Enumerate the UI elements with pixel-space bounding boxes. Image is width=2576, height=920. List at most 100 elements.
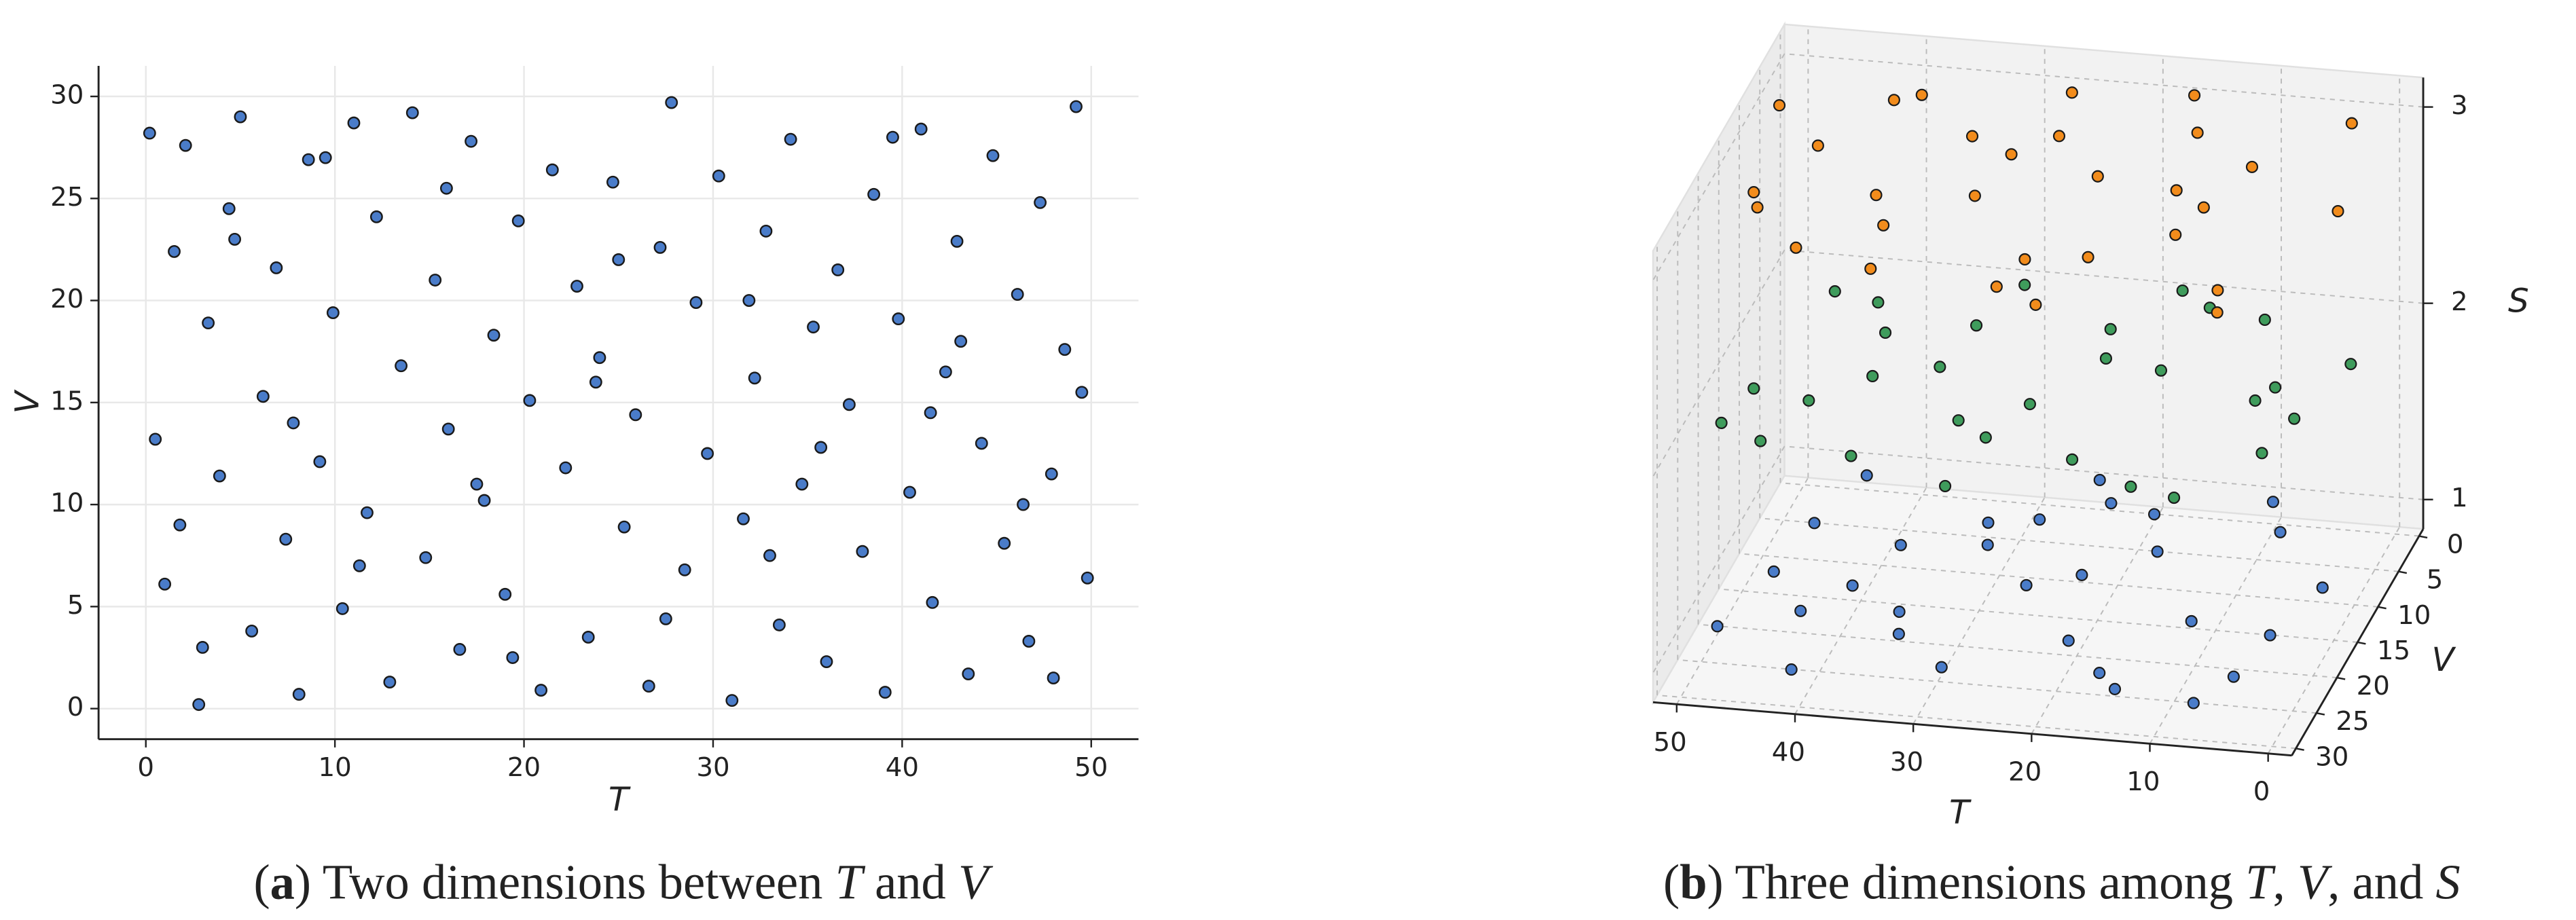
y-tick-label: 10 xyxy=(50,488,84,519)
point xyxy=(1011,288,1024,301)
point xyxy=(2245,160,2259,173)
point xyxy=(419,551,433,564)
point xyxy=(2274,526,2287,538)
point xyxy=(2185,614,2198,628)
point xyxy=(2187,697,2200,710)
point xyxy=(1711,620,1724,633)
caption-part: ( xyxy=(1663,854,1680,909)
point xyxy=(1979,431,1992,444)
point xyxy=(886,130,899,144)
point xyxy=(228,232,242,246)
point xyxy=(1877,219,1890,232)
point xyxy=(2052,130,2066,143)
y-tick-label: 20 xyxy=(2357,671,2390,701)
point xyxy=(1794,604,1807,617)
point xyxy=(149,433,162,446)
point xyxy=(784,132,797,146)
point xyxy=(878,686,892,699)
point xyxy=(313,455,327,468)
point xyxy=(369,210,383,223)
caption-part: and xyxy=(863,854,958,909)
x-axis-label: T xyxy=(609,781,631,819)
caption-part: ) Two dimensions between xyxy=(295,854,835,909)
point xyxy=(1811,139,1824,152)
y-tick-label: 5 xyxy=(2427,565,2444,595)
y-tick-label: 30 xyxy=(2315,741,2348,772)
point xyxy=(477,494,491,507)
point xyxy=(168,244,181,258)
point xyxy=(1970,319,1983,332)
point xyxy=(2167,491,2181,504)
x-axis-label: T xyxy=(1949,793,1972,831)
point xyxy=(2082,251,2094,263)
point xyxy=(1870,189,1883,202)
point xyxy=(1968,189,1981,202)
caption-b: (b) Three dimensions among T, V, and S xyxy=(1663,854,2461,909)
point xyxy=(1934,361,1946,373)
point xyxy=(867,187,881,201)
point xyxy=(2151,545,2164,558)
point xyxy=(725,694,739,707)
point xyxy=(2264,629,2276,642)
y-tick xyxy=(2336,676,2346,680)
grid-line xyxy=(1784,249,2424,304)
point xyxy=(1715,416,1728,429)
point xyxy=(1879,326,1892,339)
y-axis-label: V xyxy=(9,389,47,413)
point xyxy=(986,149,1000,162)
point xyxy=(1047,671,1060,685)
point xyxy=(2018,253,2031,266)
caption-part: a xyxy=(270,854,295,909)
point xyxy=(1860,469,1873,482)
point xyxy=(361,506,374,519)
point xyxy=(2227,670,2240,683)
point xyxy=(2266,496,2280,509)
point xyxy=(975,437,988,450)
point xyxy=(487,329,501,342)
caption-part: V xyxy=(958,854,994,909)
point xyxy=(143,126,156,140)
point xyxy=(1939,479,1952,492)
z-tick-label: 1 xyxy=(2451,483,2468,513)
grid-line xyxy=(1698,623,2338,679)
z-tick-label: 2 xyxy=(2451,287,2468,317)
point xyxy=(795,477,809,491)
grid-line xyxy=(1784,445,2424,500)
point xyxy=(1017,498,1030,511)
x-tick-label: 20 xyxy=(507,752,541,783)
point xyxy=(511,214,525,227)
point xyxy=(158,577,172,591)
point xyxy=(2169,228,2182,241)
point xyxy=(748,371,761,385)
point xyxy=(1887,94,1900,107)
point xyxy=(545,163,559,177)
point xyxy=(2269,381,2282,394)
point xyxy=(617,520,631,534)
y-tick-label: 25 xyxy=(50,182,84,213)
point xyxy=(245,625,259,638)
point xyxy=(1808,517,1821,530)
point xyxy=(2344,358,2357,371)
point xyxy=(405,106,419,119)
point xyxy=(439,181,453,195)
point xyxy=(924,406,937,420)
point xyxy=(1058,343,1072,356)
point xyxy=(962,667,975,680)
point xyxy=(2249,394,2262,407)
x-tick-label: 10 xyxy=(319,752,352,783)
point xyxy=(807,320,820,334)
point xyxy=(2255,447,2268,460)
point xyxy=(1081,571,1094,585)
point xyxy=(742,294,756,307)
point xyxy=(589,375,602,389)
y-tick-label: 5 xyxy=(67,590,84,621)
point xyxy=(1845,449,1857,462)
point xyxy=(606,175,619,189)
point xyxy=(453,643,467,656)
point xyxy=(1070,100,1083,113)
point xyxy=(1767,565,1780,578)
point xyxy=(2108,682,2122,695)
y-tick-label: 25 xyxy=(2336,706,2369,737)
point xyxy=(2154,364,2168,377)
